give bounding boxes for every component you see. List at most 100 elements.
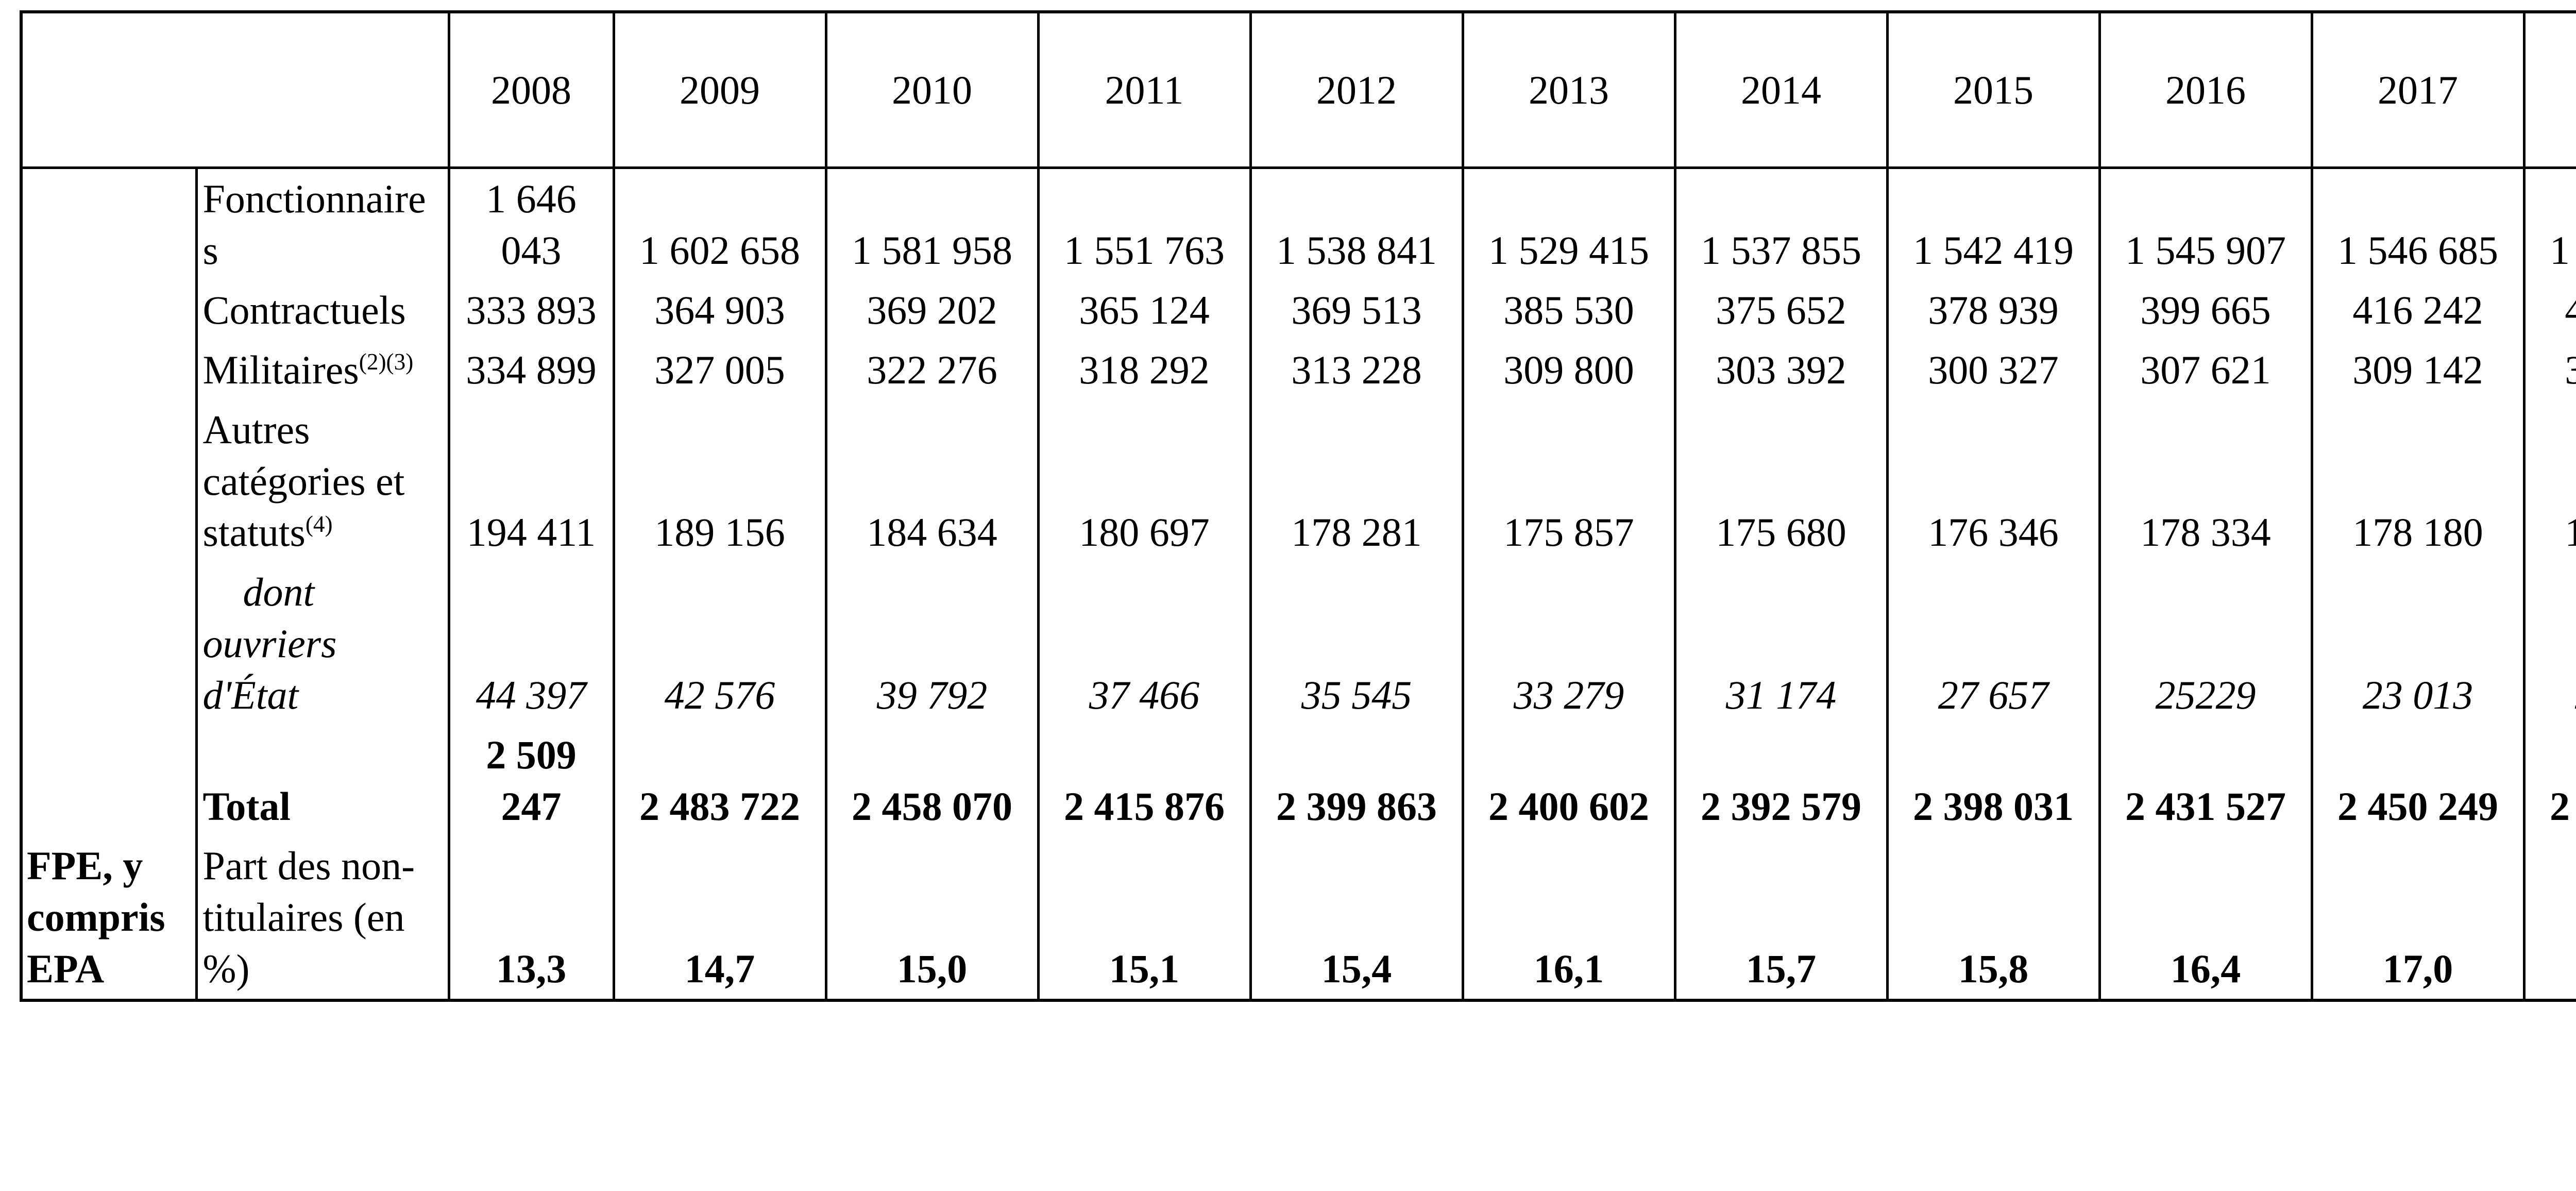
cell-militaires-2016: 307 621 xyxy=(2098,340,2313,400)
cell-ouvriers-2015: 27 657 xyxy=(1886,562,2101,725)
cell-autres-2018: 176 235 xyxy=(2522,399,2576,563)
cell-contractuels-2018: 440 235 xyxy=(2522,280,2576,340)
year-header-2014: 2014 xyxy=(1673,12,1889,170)
cell-contractuels-2016: 399 665 xyxy=(2098,280,2313,340)
year-header-2011: 2011 xyxy=(1037,12,1252,170)
cell-fonctionnaires-2016: 1 545 907 xyxy=(2098,167,2313,281)
cell-contractuels-2017: 416 242 xyxy=(2310,280,2526,340)
row-total: Total 2 509 247 2 483 722 2 458 070 2 41… xyxy=(21,725,2576,836)
cell-part-2014: 15,7 xyxy=(1673,836,1889,1000)
corner-cell xyxy=(20,12,450,170)
year-header-2017: 2017 xyxy=(2310,12,2526,170)
cell-part-2010: 15,0 xyxy=(824,836,1040,1000)
cell-contractuels-2015: 378 939 xyxy=(1886,280,2101,340)
row-autres-categories: Autres catégories et statuts(4) 194 411 … xyxy=(21,399,2576,563)
row-militaires: Militaires(2)(3) 334 899 327 005 322 276… xyxy=(21,340,2576,400)
cell-militaires-2012: 313 228 xyxy=(1249,340,1464,400)
row-label-text: Autres catégories et statuts xyxy=(202,407,405,555)
group-label-cell: FPE, y compris EPA xyxy=(20,167,198,1000)
cell-fonctionnaires-2017: 1 546 685 xyxy=(2310,167,2526,281)
cell-ouvriers-2017: 23 013 xyxy=(2310,562,2526,725)
cell-ouvriers-2013: 33 279 xyxy=(1461,562,1676,725)
cell-ouvriers-2016: 25229 xyxy=(2098,562,2313,725)
cell-autres-2008: 194 411 xyxy=(447,399,615,563)
year-header-2015: 2015 xyxy=(1886,12,2101,170)
cell-autres-2015: 176 346 xyxy=(1886,399,2101,563)
cell-contractuels-2010: 369 202 xyxy=(824,280,1040,340)
cell-part-2011: 15,1 xyxy=(1037,836,1252,1000)
cell-part-2013: 16,1 xyxy=(1461,836,1676,1000)
cell-ouvriers-2009: 42 576 xyxy=(612,562,827,725)
cell-militaires-2018: 308 424 xyxy=(2522,340,2576,400)
cell-total-2008: 2 509 247 xyxy=(447,725,615,836)
cell-autres-2014: 175 680 xyxy=(1673,399,1889,563)
row-contractuels: Contractuels 333 893 364 903 369 202 365… xyxy=(21,280,2576,340)
cell-fonctionnaires-2018: 1 545 389 xyxy=(2522,167,2576,281)
cell-autres-2010: 184 634 xyxy=(824,399,1040,563)
cell-total-2014: 2 392 579 xyxy=(1673,725,1889,836)
cell-autres-2016: 178 334 xyxy=(2098,399,2313,563)
cell-total-2012: 2 399 863 xyxy=(1249,725,1464,836)
row-label-total: Total xyxy=(195,725,450,836)
row-label-part-non-titulaires: Part des non-titulaires (en %) xyxy=(195,836,450,1000)
row-label-militaires: Militaires(2)(3) xyxy=(195,340,450,400)
cell-contractuels-2011: 365 124 xyxy=(1037,280,1252,340)
cell-autres-2012: 178 281 xyxy=(1249,399,1464,563)
year-header-2016: 2016 xyxy=(2098,12,2313,170)
cell-ouvriers-2008: 44 397 xyxy=(447,562,615,725)
year-header-2009: 2009 xyxy=(612,12,827,170)
cell-total-2013: 2 400 602 xyxy=(1461,725,1676,836)
cell-ouvriers-2018: 21 859 xyxy=(2522,562,2576,725)
row-label-autres-categories: Autres catégories et statuts(4) xyxy=(195,399,450,563)
cell-militaires-2014: 303 392 xyxy=(1673,340,1889,400)
footnote-marker: (4) xyxy=(305,511,333,538)
cell-ouvriers-2012: 35 545 xyxy=(1249,562,1464,725)
cell-fonctionnaires-2015: 1 542 419 xyxy=(1886,167,2101,281)
row-label-dont-ouvriers-etat: dont ouvriers d'État xyxy=(195,562,450,725)
year-header-2008: 2008 xyxy=(447,12,615,170)
fpe-employment-table: 2008 2009 2010 2011 2012 2013 2014 2015 … xyxy=(20,10,2576,1002)
row-fonctionnaires: FPE, y compris EPA Fonctionnaires 1 646 … xyxy=(20,167,2576,1000)
cell-autres-2009: 189 156 xyxy=(612,399,827,563)
cell-militaires-2010: 322 276 xyxy=(824,340,1040,400)
cell-ouvriers-2010: 39 792 xyxy=(824,562,1040,725)
cell-ouvriers-2011: 37 466 xyxy=(1037,562,1252,725)
cell-total-2010: 2 458 070 xyxy=(824,725,1040,836)
cell-fonctionnaires-2009: 1 602 658 xyxy=(612,167,827,281)
cell-part-2009: 14,7 xyxy=(612,836,827,1000)
cell-total-2015: 2 398 031 xyxy=(1886,725,2101,836)
cell-total-2016: 2 431 527 xyxy=(2098,725,2313,836)
cell-fonctionnaires-2008: 1 646 043 xyxy=(447,167,615,281)
row-label-text: Militaires xyxy=(202,347,359,392)
cell-total-2009: 2 483 722 xyxy=(612,725,827,836)
header-row: 2008 2009 2010 2011 2012 2013 2014 2015 … xyxy=(20,12,2576,170)
cell-militaires-2009: 327 005 xyxy=(612,340,827,400)
cell-part-2017: 17,0 xyxy=(2310,836,2526,1000)
row-label-fonctionnaires: Fonctionnaires xyxy=(195,167,450,281)
cell-fonctionnaires-2014: 1 537 855 xyxy=(1673,167,1889,281)
cell-total-2018: 2 470 283 xyxy=(2522,725,2576,836)
page: { "table": { "corner_label": "", "years"… xyxy=(0,10,2576,1191)
cell-part-2016: 16,4 xyxy=(2098,836,2313,1000)
cell-fonctionnaires-2012: 1 538 841 xyxy=(1249,167,1464,281)
cell-militaires-2011: 318 292 xyxy=(1037,340,1252,400)
cell-militaires-2013: 309 800 xyxy=(1461,340,1676,400)
footnote-marker: (2)(3) xyxy=(359,348,414,375)
cell-autres-2017: 178 180 xyxy=(2310,399,2526,563)
cell-part-2012: 15,4 xyxy=(1249,836,1464,1000)
year-header-2012: 2012 xyxy=(1249,12,1464,170)
cell-fonctionnaires-2010: 1 581 958 xyxy=(824,167,1040,281)
cell-contractuels-2008: 333 893 xyxy=(447,280,615,340)
cell-autres-2011: 180 697 xyxy=(1037,399,1252,563)
cell-contractuels-2012: 369 513 xyxy=(1249,280,1464,340)
year-header-2013: 2013 xyxy=(1461,12,1676,170)
cell-part-2018: 17,8 xyxy=(2522,836,2576,1000)
cell-contractuels-2009: 364 903 xyxy=(612,280,827,340)
cell-militaires-2015: 300 327 xyxy=(1886,340,2101,400)
row-part-non-titulaires: Part des non-titulaires (en %) 13,3 14,7… xyxy=(21,836,2576,1000)
cell-militaires-2008: 334 899 xyxy=(447,340,615,400)
year-header-2010: 2010 xyxy=(824,12,1040,170)
cell-fonctionnaires-2011: 1 551 763 xyxy=(1037,167,1252,281)
cell-total-2011: 2 415 876 xyxy=(1037,725,1252,836)
cell-part-2015: 15,8 xyxy=(1886,836,2101,1000)
